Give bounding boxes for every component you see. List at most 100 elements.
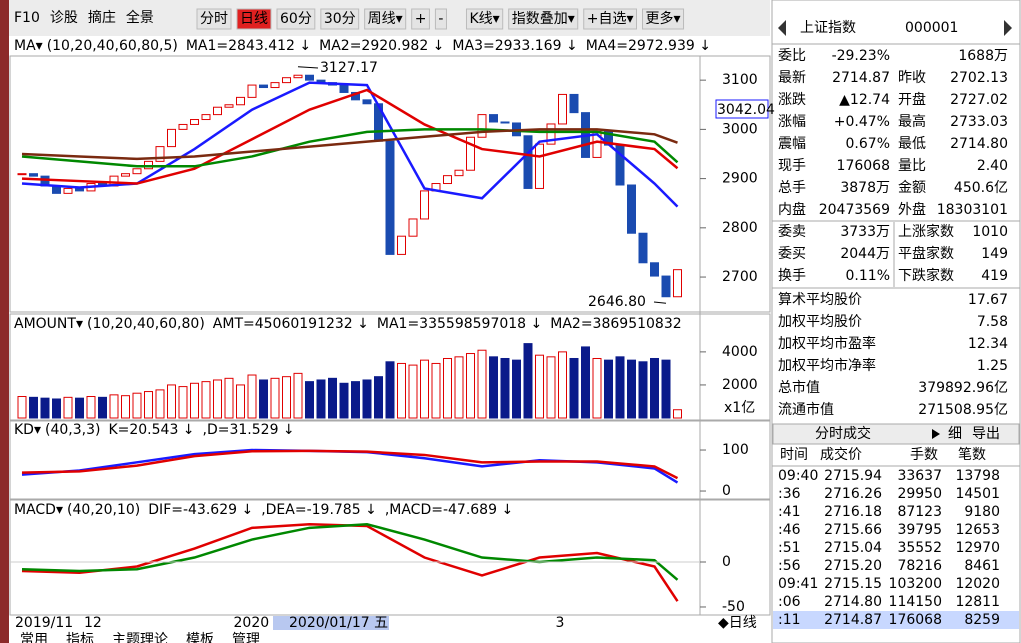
candle bbox=[500, 121, 510, 124]
toolbar-button[interactable] bbox=[434, 8, 447, 30]
toolbar-button[interactable] bbox=[411, 8, 430, 30]
indicator-line bbox=[21, 128, 678, 161]
volume-bar bbox=[500, 357, 510, 419]
volume-bar bbox=[523, 343, 533, 419]
stock-name: 上证指数 bbox=[800, 20, 856, 36]
toolbar-button-label[interactable]: 分时 bbox=[200, 11, 228, 27]
next-arrow[interactable] bbox=[1004, 20, 1012, 36]
trade-cell: 8461 bbox=[964, 558, 1000, 574]
volume-bar bbox=[155, 389, 165, 419]
toolbar-button-label[interactable]: + bbox=[415, 11, 427, 27]
toolbar-button[interactable] bbox=[196, 8, 232, 30]
indicator-params: (40,20,10) bbox=[67, 502, 140, 518]
trade-cell: 8259 bbox=[964, 612, 1000, 628]
toolbar-button-label[interactable]: 60分 bbox=[280, 11, 312, 27]
bottom-tab[interactable]: 常用 bbox=[20, 632, 48, 643]
volume-bar bbox=[201, 381, 211, 419]
bottom-tab[interactable]: 管理 bbox=[232, 632, 260, 643]
bottom-tab[interactable]: 模板 bbox=[186, 632, 214, 643]
quote-label: 最高 bbox=[898, 113, 926, 130]
indicator-params: (10,20,40,60,80) bbox=[87, 316, 205, 332]
trade-cell: 103200 bbox=[889, 576, 942, 592]
toolbar-link[interactable]: 诊股 bbox=[50, 10, 78, 26]
quote-label: 上涨家数 bbox=[898, 223, 954, 240]
toolbar-button-label[interactable]: 日线 bbox=[240, 11, 268, 27]
quote-value: 3878万 bbox=[840, 180, 890, 196]
toolbar-link[interactable]: 全景 bbox=[126, 9, 154, 26]
pane-frames bbox=[9, 0, 1021, 643]
toolbar-button-label[interactable]: 周线▾ bbox=[368, 11, 403, 27]
toolbar-button-label[interactable]: - bbox=[438, 11, 443, 27]
toolbar-button-label[interactable]: +自选▾ bbox=[587, 11, 634, 27]
y-tick-label: 0 bbox=[722, 483, 731, 499]
legend-entry: AMT=45060191232 ↓ bbox=[213, 316, 369, 332]
legend-entry: K=20.543 ↓ bbox=[108, 422, 194, 438]
trades-button[interactable]: 细 bbox=[948, 426, 962, 442]
volume-bar bbox=[362, 379, 372, 419]
volume-bar bbox=[489, 356, 498, 419]
toolbar-link[interactable]: F10 bbox=[14, 10, 40, 26]
quote-value: -29.23% bbox=[832, 48, 890, 64]
candle bbox=[236, 96, 245, 106]
stat-label: 加权平均股价 bbox=[778, 314, 862, 330]
indicator-name[interactable]: MACD▾ bbox=[14, 502, 63, 518]
volume-bar bbox=[293, 372, 303, 419]
stat-value: 12.34 bbox=[968, 336, 1008, 352]
toolbar-button[interactable] bbox=[508, 8, 579, 30]
macd-frame bbox=[9, 499, 771, 616]
candle bbox=[661, 275, 671, 298]
toolbar-button[interactable] bbox=[583, 8, 637, 30]
candle bbox=[477, 114, 487, 138]
toolbar-button-label[interactable]: K线▾ bbox=[469, 11, 499, 27]
volume-bar bbox=[397, 362, 406, 419]
bottom-tab[interactable]: 指标 bbox=[66, 632, 94, 643]
bottom-tab[interactable]: 主题理论 bbox=[112, 632, 168, 643]
candle bbox=[190, 119, 199, 125]
trades-header bbox=[772, 423, 1020, 445]
toolbar-link[interactable]: 摘庄 bbox=[88, 9, 116, 26]
candle bbox=[305, 74, 314, 81]
trades-button[interactable]: 导出 bbox=[972, 426, 1000, 442]
candle bbox=[443, 175, 452, 185]
quote-label: 下跌家数 bbox=[898, 267, 954, 284]
toolbar-button-label[interactable]: 30分 bbox=[324, 11, 356, 27]
stat-label: 流通市值 bbox=[778, 401, 834, 418]
y-tick-label: -50 bbox=[722, 599, 745, 615]
volume-bar bbox=[247, 374, 257, 419]
trade-cell: 29950 bbox=[897, 486, 942, 502]
indicator-name[interactable]: AMOUNT▾ bbox=[14, 316, 83, 332]
prev-arrow[interactable] bbox=[778, 20, 786, 36]
toolbar-button[interactable] bbox=[236, 8, 272, 30]
legend-entry: MA2=3869510832 bbox=[550, 316, 681, 332]
toolbar-button-label[interactable]: 更多▾ bbox=[646, 10, 681, 27]
volume-bar bbox=[328, 377, 337, 419]
indicator-name[interactable]: KD▾ bbox=[14, 422, 41, 438]
trade-cell: 12811 bbox=[955, 594, 1000, 610]
volume-bar bbox=[132, 392, 142, 419]
candle bbox=[397, 235, 406, 255]
volume-bar bbox=[316, 379, 326, 419]
toolbar-button[interactable] bbox=[364, 8, 407, 30]
toolbar-button[interactable] bbox=[642, 8, 685, 30]
y-tick-label: 2900 bbox=[722, 171, 758, 187]
candle bbox=[638, 232, 648, 264]
quote-value: 2.40 bbox=[977, 158, 1008, 174]
trade-cell: 2715.20 bbox=[824, 558, 882, 574]
stat-label: 算术平均股价 bbox=[778, 292, 862, 308]
toolbar-button[interactable] bbox=[465, 8, 504, 30]
volume-bar bbox=[121, 395, 130, 419]
volume-bar bbox=[29, 396, 38, 419]
toolbar-button-label[interactable]: 指数叠加▾ bbox=[512, 11, 575, 27]
period-label[interactable]: ◆日线 bbox=[718, 615, 757, 631]
volume-bar bbox=[661, 359, 671, 419]
quote-value: 20473569 bbox=[819, 202, 890, 218]
candle bbox=[569, 93, 579, 114]
indicator-name[interactable]: MA▾ bbox=[14, 38, 43, 54]
toolbar-button[interactable] bbox=[320, 8, 360, 30]
volume-bar bbox=[52, 398, 61, 419]
stat-value: 1.25 bbox=[977, 358, 1008, 374]
volume-bar bbox=[454, 356, 464, 419]
quote-value: 2733.03 bbox=[950, 114, 1008, 130]
trade-cell: 176068 bbox=[889, 612, 942, 628]
toolbar-button[interactable] bbox=[276, 8, 316, 30]
